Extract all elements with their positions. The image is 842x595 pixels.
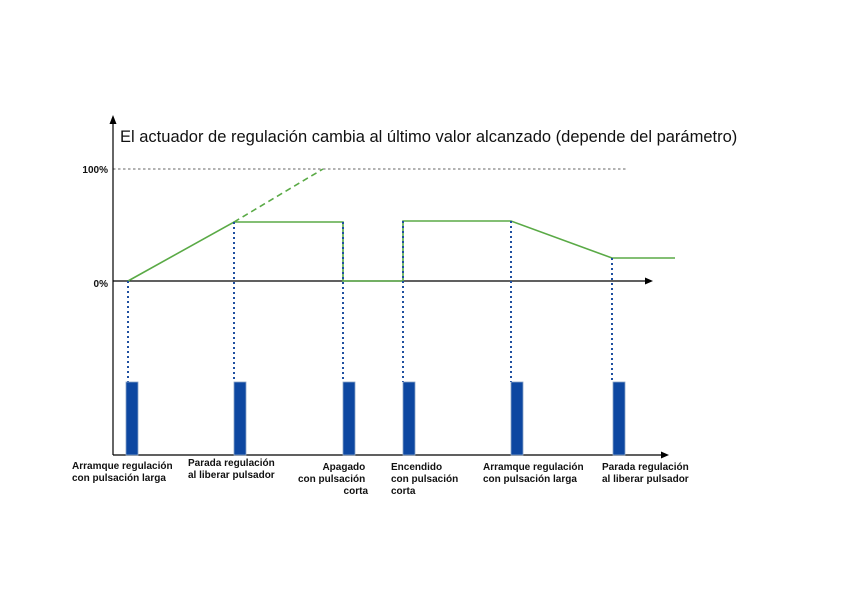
button-pulses xyxy=(125,381,626,456)
time-axis-arrow xyxy=(661,451,669,459)
y-label-0: 0% xyxy=(94,279,109,290)
caption-5-line-2: con pulsación larga xyxy=(483,474,577,485)
caption-3-line-1: Apagado xyxy=(322,462,365,473)
caption-4-line-1: Encendido xyxy=(391,462,442,473)
caption-2-line-2: al liberar pulsador xyxy=(188,470,275,481)
y-axis-arrow xyxy=(109,115,117,124)
caption-1: Arramque regulación con pulsación larga xyxy=(72,461,175,484)
caption-3: Apagado con pulsación corta xyxy=(298,462,368,497)
caption-1-line-2: con pulsación larga xyxy=(72,473,166,484)
caption-3-line-3: corta xyxy=(344,486,369,497)
caption-4-line-3: corta xyxy=(391,486,416,497)
diagram-title: El actuador de regulación cambia al últi… xyxy=(120,128,737,146)
pulse-bar-2 xyxy=(233,381,247,456)
pulse-bar-5 xyxy=(510,381,524,456)
pulse-bar-1 xyxy=(125,381,139,456)
caption-5-line-1: Arramque regulación xyxy=(483,462,584,473)
caption-2: Parada regulación al liberar pulsador xyxy=(188,458,277,481)
event-markers xyxy=(127,221,613,382)
caption-4-line-2: con pulsación xyxy=(391,474,458,485)
caption-3-line-2: con pulsación xyxy=(298,474,365,485)
pulse-bar-3 xyxy=(342,381,356,456)
caption-6-line-1: Parada regulación xyxy=(602,462,689,473)
caption-6-line-2: al liberar pulsador xyxy=(602,474,689,485)
pulse-bar-6 xyxy=(612,381,626,456)
caption-2-line-1: Parada regulación xyxy=(188,458,275,469)
caption-6: Parada regulación al liberar pulsador xyxy=(602,462,691,485)
dimming-continuation-dashed xyxy=(233,168,324,223)
event-captions: Arramque regulación con pulsación larga … xyxy=(72,458,691,497)
caption-5: Arramque regulación con pulsación larga xyxy=(483,462,586,485)
level-axis-arrow xyxy=(645,277,653,285)
dimming-level-line xyxy=(127,220,675,282)
y-label-100: 100% xyxy=(82,165,108,176)
caption-4: Encendido con pulsación corta xyxy=(391,462,461,497)
pulse-bar-4 xyxy=(402,381,416,456)
caption-1-line-1: Arramque regulación xyxy=(72,461,173,472)
